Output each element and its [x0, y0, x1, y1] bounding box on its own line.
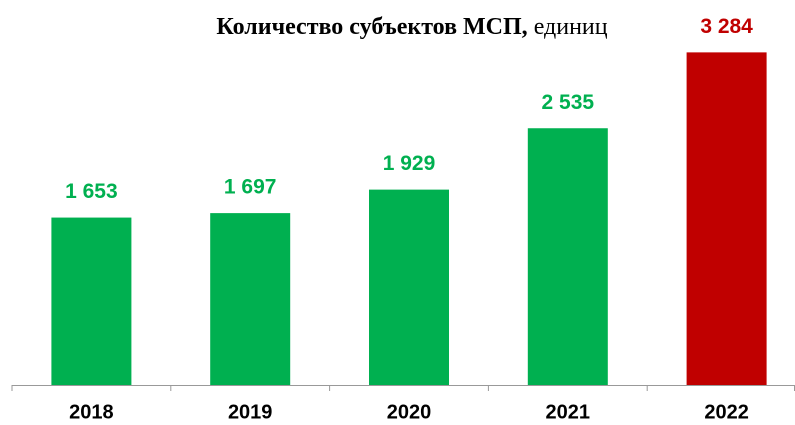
chart-subtitle: единиц: [534, 14, 608, 40]
x-tick-label: 2021: [546, 401, 591, 423]
value-label: 1 929: [383, 152, 436, 175]
bar: [686, 52, 767, 385]
value-label: 2 535: [542, 91, 595, 114]
value-label: 1 697: [224, 176, 277, 199]
bar: [369, 189, 449, 385]
value-label: 1 653: [65, 180, 118, 203]
chart-title: Количество субъектов МСП,: [216, 14, 527, 40]
x-tick-label: 2019: [228, 401, 273, 423]
x-tick-label: 2020: [387, 401, 432, 423]
x-tick-label: 2022: [704, 401, 749, 423]
value-label: 3 284: [700, 15, 753, 38]
chart-title-group: Количество субъектов МСП, единиц: [216, 14, 607, 40]
bar: [210, 213, 291, 385]
bar: [527, 128, 608, 385]
x-tick-label: 2018: [69, 401, 114, 423]
bar: [51, 217, 132, 385]
